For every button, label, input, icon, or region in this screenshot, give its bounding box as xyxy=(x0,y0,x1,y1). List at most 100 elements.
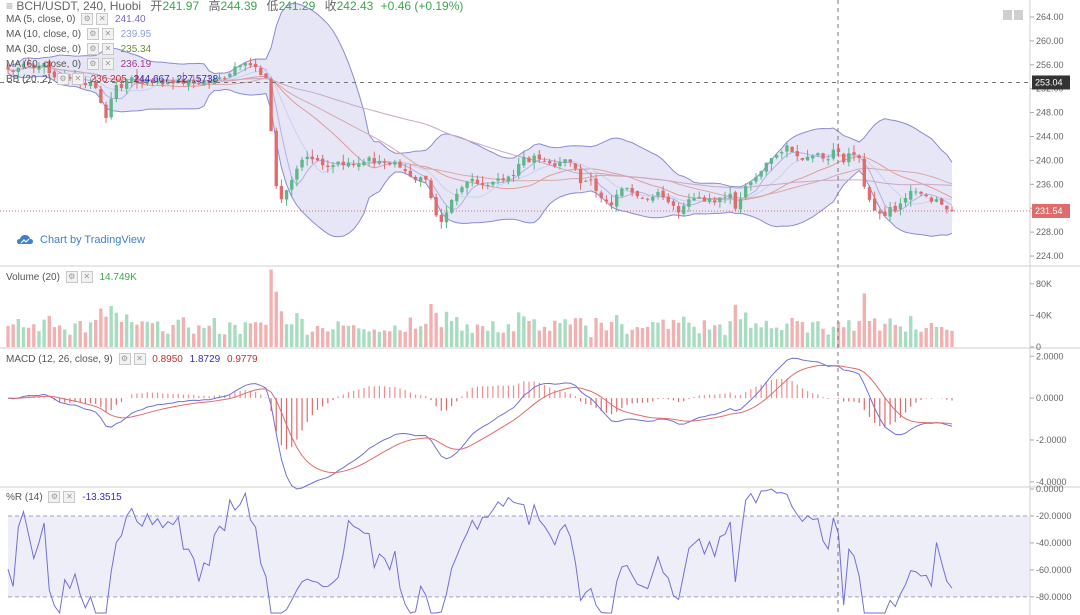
volume-bar xyxy=(666,328,670,347)
volume-bar xyxy=(192,333,196,347)
settings-icon[interactable]: ⚙ xyxy=(56,73,69,86)
volume-bar xyxy=(774,327,779,347)
candle xyxy=(651,196,655,201)
settings-icon[interactable]: ⚙ xyxy=(86,28,99,41)
candle xyxy=(934,199,939,202)
candle xyxy=(47,61,51,74)
settings-icon[interactable]: ⚙ xyxy=(86,58,99,71)
volume-bar xyxy=(754,323,758,347)
close-icon[interactable]: ✕ xyxy=(96,13,109,26)
volume-tick-label: 40K xyxy=(1036,310,1052,320)
volume-bar xyxy=(388,331,392,347)
price-tick-label: 228.00 xyxy=(1036,227,1064,237)
macd-line xyxy=(7,357,953,490)
candle xyxy=(155,80,160,83)
candle xyxy=(929,197,934,202)
volume-bar xyxy=(253,322,258,347)
volume-bar xyxy=(857,320,861,347)
candle xyxy=(769,158,774,164)
candle xyxy=(32,64,36,69)
candle xyxy=(656,192,660,196)
ma5-legend[interactable]: MA (5, close, 0) ⚙ ✕ 241.40 xyxy=(6,13,146,26)
volume-bar xyxy=(460,330,464,347)
close-icon[interactable]: ✕ xyxy=(101,28,114,41)
price-tick-label: 260.00 xyxy=(1036,36,1064,46)
settings-icon[interactable]: ⚙ xyxy=(48,491,61,504)
pane-controls[interactable] xyxy=(1003,7,1025,25)
settings-icon[interactable]: ⚙ xyxy=(86,43,99,56)
volume-bar xyxy=(867,320,872,347)
candle xyxy=(749,181,753,186)
candle xyxy=(522,156,526,166)
volume-bar xyxy=(841,327,846,347)
volume-bar xyxy=(872,318,877,347)
volume-bar xyxy=(630,329,634,347)
volume-bar xyxy=(573,318,578,347)
candle xyxy=(274,130,278,187)
volume-bar xyxy=(950,330,954,347)
bollinger-upper-line xyxy=(7,3,953,188)
close-icon[interactable]: ✕ xyxy=(71,73,84,86)
volume-bar xyxy=(145,321,149,347)
collapse-icon[interactable] xyxy=(1014,10,1023,20)
candle xyxy=(408,170,413,177)
wr-label: %R (14) xyxy=(6,492,43,503)
close-icon[interactable]: ✕ xyxy=(101,58,114,71)
chart-menu-icon[interactable]: ≡ xyxy=(6,0,14,13)
volume-bar xyxy=(305,334,309,347)
candle xyxy=(243,62,247,66)
price-tick-label: 248.00 xyxy=(1036,108,1064,118)
volume-bar xyxy=(150,323,155,347)
volume-bar xyxy=(26,327,31,347)
close-icon[interactable]: ✕ xyxy=(133,353,146,366)
candle xyxy=(377,161,382,164)
candle xyxy=(702,197,707,202)
ma10-legend[interactable]: MA (10, close, 0) ⚙ ✕ 239.95 xyxy=(6,28,151,41)
candle xyxy=(795,151,799,157)
settings-icon[interactable]: ⚙ xyxy=(65,271,78,284)
close-icon[interactable]: ✕ xyxy=(101,43,114,56)
settings-icon[interactable]: ⚙ xyxy=(118,353,131,366)
volume-bar xyxy=(723,335,727,347)
candle xyxy=(733,192,738,209)
volume-bar xyxy=(780,330,784,347)
settings-icon[interactable]: ⚙ xyxy=(81,13,94,26)
volume-bar xyxy=(104,316,108,347)
candle xyxy=(88,82,93,87)
bb-legend[interactable]: BB (20, 2) ⚙ ✕ 236.205 244.667 227.5738 xyxy=(6,73,218,86)
candle xyxy=(351,163,356,166)
high-label: 高 xyxy=(208,0,221,13)
macd-legend[interactable]: MACD (12, 26, close, 9) ⚙ ✕ 0.8950 1.8729… xyxy=(6,353,258,366)
volume-bar xyxy=(176,319,180,347)
candle xyxy=(676,206,681,213)
candle xyxy=(888,207,892,217)
volume-bar xyxy=(341,325,345,347)
wr-legend[interactable]: %R (14) ⚙ ✕ -13.3515 xyxy=(6,491,122,504)
candle xyxy=(563,159,567,164)
volume-bar xyxy=(563,319,567,347)
tradingview-watermark[interactable]: Chart by TradingView xyxy=(16,234,145,246)
volume-bar xyxy=(702,320,707,347)
candle xyxy=(506,176,511,182)
candle xyxy=(645,198,650,200)
close-icon[interactable]: ✕ xyxy=(63,491,76,504)
candle xyxy=(527,157,531,163)
candle xyxy=(166,82,170,85)
ma30-legend[interactable]: MA (30, close, 0) ⚙ ✕ 235.34 xyxy=(6,43,151,56)
volume-bar xyxy=(320,328,325,347)
volume-bar xyxy=(274,291,278,347)
volume-bar xyxy=(713,325,717,347)
macd-label: MACD (12, 26, close, 9) xyxy=(6,354,113,365)
maximize-icon[interactable] xyxy=(1003,10,1012,20)
volume-bar xyxy=(413,328,418,347)
ma60-legend[interactable]: MA (60, close, 0) ⚙ ✕ 236.19 xyxy=(6,58,151,71)
volume-bar xyxy=(202,328,206,347)
volume-bar xyxy=(924,328,928,347)
bb-basis-value: 236.205 xyxy=(90,74,127,85)
close-icon[interactable]: ✕ xyxy=(80,271,93,284)
volume-bar xyxy=(166,333,170,347)
volume-bar xyxy=(496,332,500,347)
candle xyxy=(857,155,861,159)
volume-legend[interactable]: Volume (20) ⚙ ✕ 14.749K xyxy=(6,271,137,284)
